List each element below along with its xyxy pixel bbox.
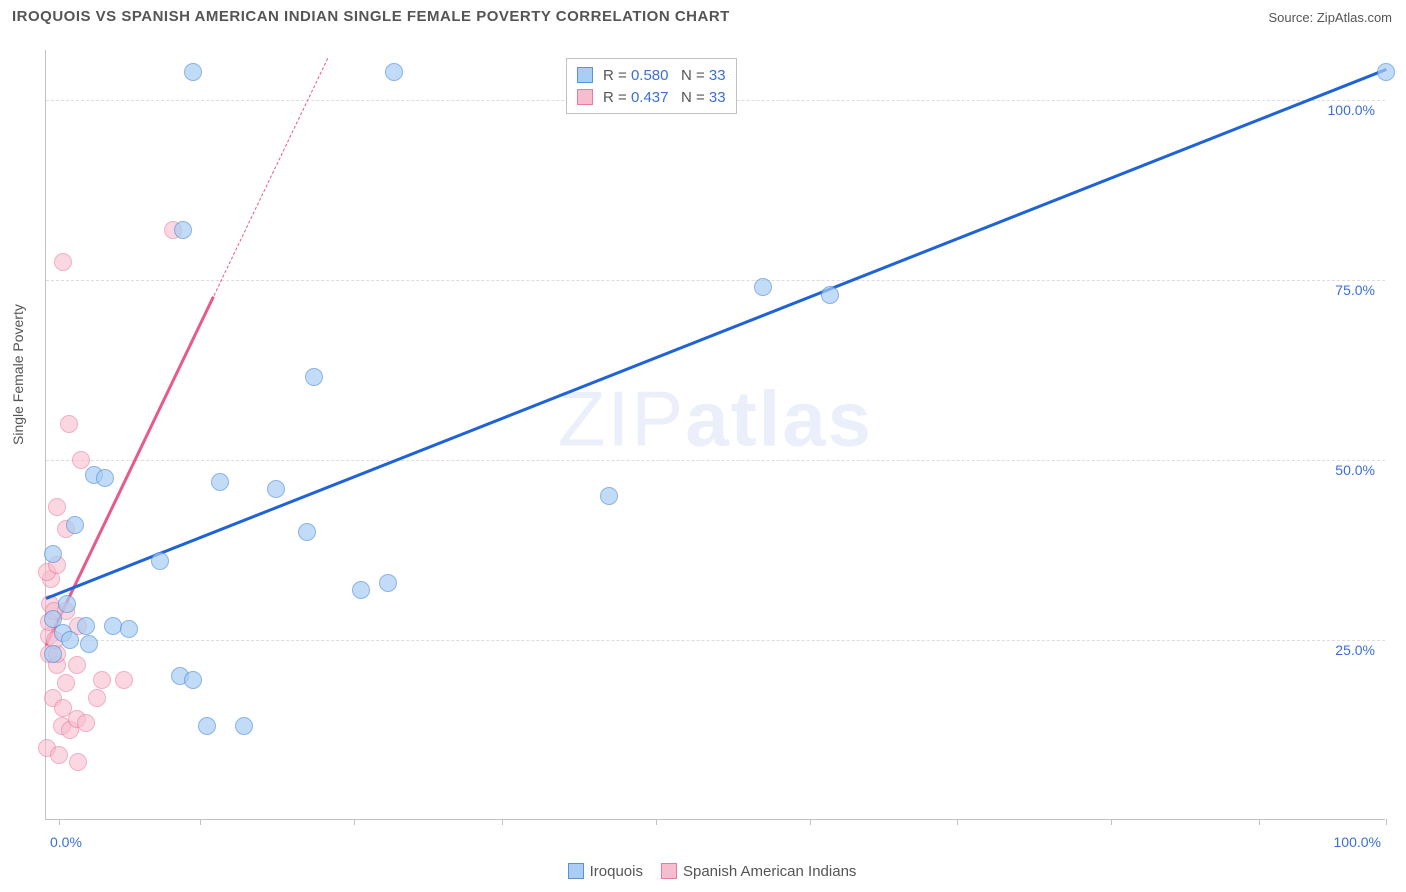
data-point: [44, 645, 62, 663]
regression-line: [213, 57, 328, 295]
data-point: [379, 574, 397, 592]
data-point: [44, 545, 62, 563]
data-point: [68, 656, 86, 674]
gridline: [46, 460, 1385, 461]
data-point: [151, 552, 169, 570]
data-point: [96, 469, 114, 487]
data-point: [104, 617, 122, 635]
data-point: [58, 595, 76, 613]
data-point: [211, 473, 229, 491]
x-tick-mark: [1386, 819, 1387, 825]
data-point: [385, 63, 403, 81]
watermark: ZIPatlas: [558, 374, 873, 465]
stats-legend-row: R = 0.580 N = 33: [577, 64, 726, 86]
legend-swatch: [577, 67, 593, 83]
data-point: [267, 480, 285, 498]
series-legend: Iroquois Spanish American Indians: [0, 863, 1406, 880]
legend-swatch: [577, 89, 593, 105]
series-legend-label: Spanish American Indians: [683, 863, 856, 880]
x-tick-label: 0.0%: [50, 834, 82, 850]
data-point: [600, 487, 618, 505]
y-tick-label: 25.0%: [1335, 642, 1375, 658]
plot-area: ZIPatlas 25.0%50.0%75.0%100.0%0.0%100.0%…: [45, 50, 1385, 820]
x-tick-mark: [1111, 819, 1112, 825]
x-tick-mark: [1259, 819, 1260, 825]
data-point: [174, 221, 192, 239]
gridline: [46, 640, 1385, 641]
x-tick-label: 100.0%: [1334, 834, 1381, 850]
data-point: [115, 671, 133, 689]
chart-title: IROQUOIS VS SPANISH AMERICAN INDIAN SING…: [12, 8, 730, 25]
stats-legend: R = 0.580 N = 33 R = 0.437 N = 33: [566, 58, 737, 114]
y-tick-label: 75.0%: [1335, 282, 1375, 298]
data-point: [184, 671, 202, 689]
regression-line: [45, 296, 215, 646]
x-tick-mark: [502, 819, 503, 825]
data-point: [80, 635, 98, 653]
x-tick-mark: [656, 819, 657, 825]
data-point: [198, 717, 216, 735]
data-point: [57, 674, 75, 692]
data-point: [93, 671, 111, 689]
data-point: [69, 753, 87, 771]
data-point: [120, 620, 138, 638]
stats-legend-row: R = 0.437 N = 33: [577, 86, 726, 108]
series-legend-label: Iroquois: [590, 863, 643, 880]
watermark-bold: atlas: [685, 375, 873, 463]
x-tick-mark: [59, 819, 60, 825]
data-point: [50, 746, 68, 764]
y-tick-label: 50.0%: [1335, 462, 1375, 478]
data-point: [1377, 63, 1395, 81]
x-tick-mark: [200, 819, 201, 825]
data-point: [48, 498, 66, 516]
data-point: [754, 278, 772, 296]
data-point: [60, 415, 78, 433]
x-tick-mark: [354, 819, 355, 825]
data-point: [305, 368, 323, 386]
stats-legend-text: R = 0.580 N = 33: [603, 67, 726, 84]
legend-swatch: [568, 863, 584, 879]
x-tick-mark: [957, 819, 958, 825]
data-point: [235, 717, 253, 735]
legend-swatch: [661, 863, 677, 879]
data-point: [184, 63, 202, 81]
data-point: [72, 451, 90, 469]
gridline: [46, 280, 1385, 281]
chart-source: Source: ZipAtlas.com: [1268, 10, 1392, 25]
data-point: [54, 253, 72, 271]
data-point: [66, 516, 84, 534]
stats-legend-text: R = 0.437 N = 33: [603, 89, 726, 106]
x-tick-mark: [810, 819, 811, 825]
data-point: [61, 631, 79, 649]
regression-line: [45, 68, 1386, 600]
data-point: [821, 286, 839, 304]
data-point: [77, 714, 95, 732]
data-point: [88, 689, 106, 707]
data-point: [77, 617, 95, 635]
y-axis-label: Single Female Poverty: [10, 304, 26, 445]
chart-container: IROQUOIS VS SPANISH AMERICAN INDIAN SING…: [0, 0, 1406, 892]
data-point: [298, 523, 316, 541]
y-tick-label: 100.0%: [1328, 102, 1375, 118]
data-point: [352, 581, 370, 599]
